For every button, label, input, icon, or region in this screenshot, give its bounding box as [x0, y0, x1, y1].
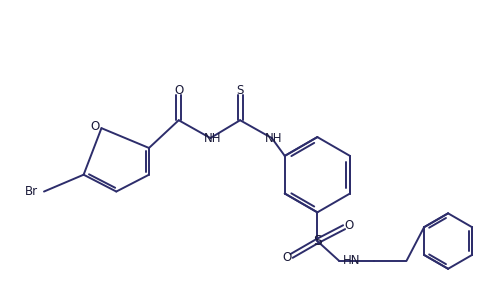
Text: S: S: [236, 84, 243, 97]
Text: NH: NH: [265, 131, 282, 144]
Text: O: O: [90, 120, 99, 133]
Text: NH: NH: [203, 131, 220, 144]
Text: O: O: [174, 84, 183, 97]
Text: O: O: [344, 219, 353, 232]
Text: HN: HN: [342, 254, 360, 267]
Text: Br: Br: [25, 185, 38, 198]
Text: O: O: [282, 251, 291, 264]
Text: S: S: [312, 234, 321, 248]
